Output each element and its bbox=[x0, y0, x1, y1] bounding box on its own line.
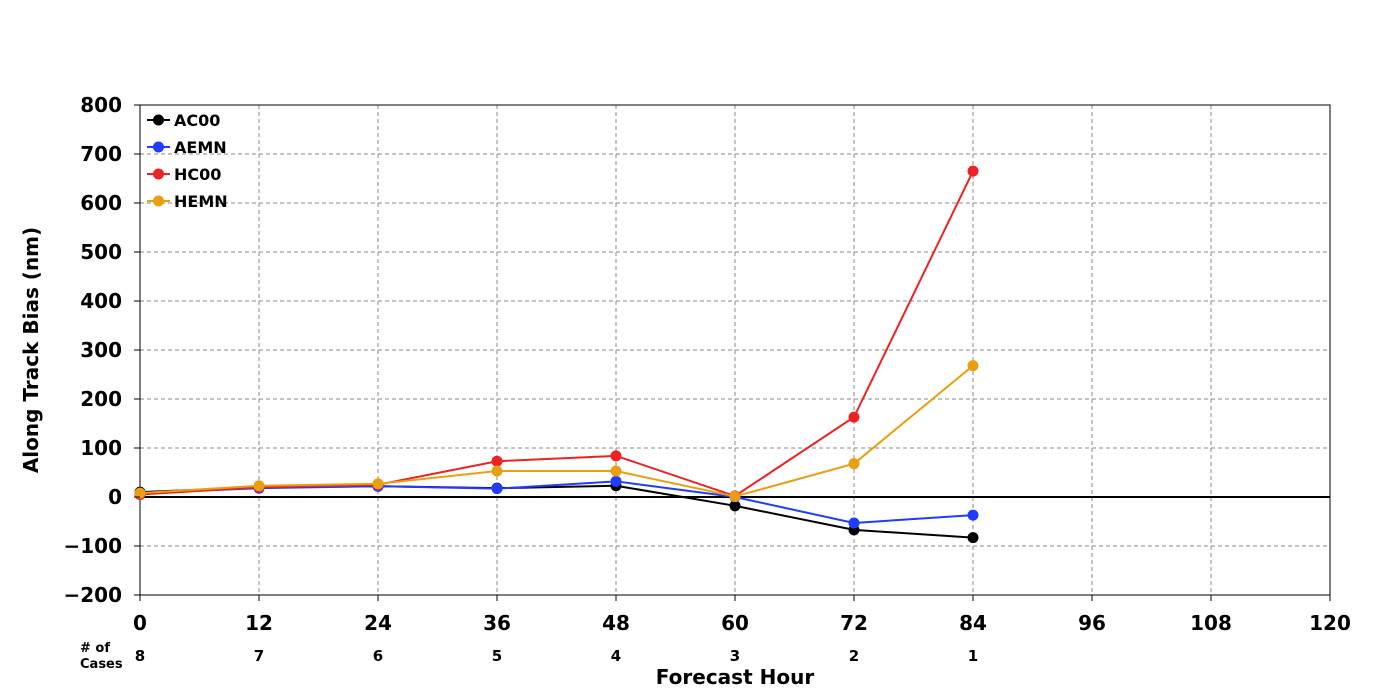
legend-marker-hemn bbox=[153, 195, 164, 207]
x-axis-label: Forecast Hour bbox=[656, 665, 815, 689]
series-line-hc00 bbox=[139, 170, 974, 498]
point-hemn bbox=[848, 458, 860, 470]
point-ac00 bbox=[729, 500, 741, 512]
y-tick-label: 400 bbox=[80, 289, 122, 313]
case-count: 7 bbox=[254, 647, 264, 665]
legend-marker-ac00 bbox=[153, 114, 164, 126]
series-group bbox=[134, 165, 979, 544]
legend-label-hc00: HC00 bbox=[174, 165, 221, 184]
legend-marker-hc00 bbox=[153, 168, 164, 180]
series-line-hemn bbox=[139, 364, 974, 498]
y-tick-label: 300 bbox=[80, 338, 122, 362]
y-tick-label: 600 bbox=[80, 191, 122, 215]
series-line-aemn bbox=[139, 480, 974, 524]
legend-label-hemn: HEMN bbox=[174, 192, 228, 211]
x-tick-label: 12 bbox=[245, 611, 273, 635]
x-tick-label: 48 bbox=[602, 611, 630, 635]
x-tick-label: 84 bbox=[959, 611, 987, 635]
case-count-labels: 8 7 6 5 4 3 2 1 bbox=[135, 647, 978, 665]
y-tick-label: 800 bbox=[80, 93, 122, 117]
point-hemn bbox=[491, 465, 503, 477]
x-tick-label: 36 bbox=[483, 611, 511, 635]
x-tick-label: 24 bbox=[364, 611, 392, 635]
case-count: 4 bbox=[611, 647, 621, 665]
point-aemn bbox=[491, 483, 503, 495]
point-hemn bbox=[253, 480, 265, 492]
y-tick-label: 100 bbox=[80, 436, 122, 460]
y-tick-label: 700 bbox=[80, 142, 122, 166]
case-count: 5 bbox=[492, 647, 502, 665]
x-tick-label: 72 bbox=[840, 611, 868, 635]
series-line-ac00 bbox=[139, 484, 974, 539]
point-hc00 bbox=[610, 450, 622, 462]
point-hemn bbox=[610, 465, 622, 477]
legend-marker-aemn bbox=[153, 141, 164, 153]
y-axis-label: Along Track Bias (nm) bbox=[19, 227, 43, 473]
legend-label-aemn: AEMN bbox=[174, 138, 227, 157]
y-tick-label: 200 bbox=[80, 387, 122, 411]
point-hemn bbox=[729, 491, 741, 503]
x-tick-labels: 0 12 24 36 48 60 72 84 96 108 120 bbox=[133, 595, 1351, 635]
x-tick-label: 96 bbox=[1078, 611, 1106, 635]
case-count: 3 bbox=[730, 647, 740, 665]
y-tick-label: 500 bbox=[80, 240, 122, 264]
case-count: 6 bbox=[373, 647, 383, 665]
point-hemn bbox=[967, 360, 979, 372]
point-hc00 bbox=[491, 455, 503, 467]
y-tick-label: −100 bbox=[63, 534, 122, 558]
cases-label-line: # of bbox=[80, 641, 110, 656]
point-hc00 bbox=[848, 411, 860, 423]
x-tick-label: 60 bbox=[721, 611, 749, 635]
x-tick-label: 108 bbox=[1190, 611, 1232, 635]
x-tick-label: 120 bbox=[1309, 611, 1351, 635]
point-hc00 bbox=[967, 165, 979, 177]
y-tick-label: −200 bbox=[63, 583, 122, 607]
legend-label-ac00: AC00 bbox=[174, 111, 220, 130]
case-count: 2 bbox=[849, 647, 859, 665]
point-aemn bbox=[610, 475, 622, 487]
case-count: 1 bbox=[968, 647, 978, 665]
legend: AC00 AEMN HC00 HEMN bbox=[147, 111, 228, 211]
point-aemn bbox=[967, 509, 979, 521]
point-hemn bbox=[372, 478, 384, 490]
x-tick-label: 0 bbox=[133, 611, 147, 635]
y-tick-labels: −200 −100 0 100 200 300 400 500 600 700 800 bbox=[63, 93, 140, 607]
grid bbox=[140, 105, 1330, 595]
point-ac00 bbox=[967, 532, 979, 544]
y-tick-label: 0 bbox=[108, 485, 122, 509]
cases-label-line: Cases bbox=[80, 657, 123, 672]
case-count: 8 bbox=[135, 647, 145, 665]
point-hemn bbox=[134, 487, 146, 499]
point-aemn bbox=[848, 517, 860, 529]
